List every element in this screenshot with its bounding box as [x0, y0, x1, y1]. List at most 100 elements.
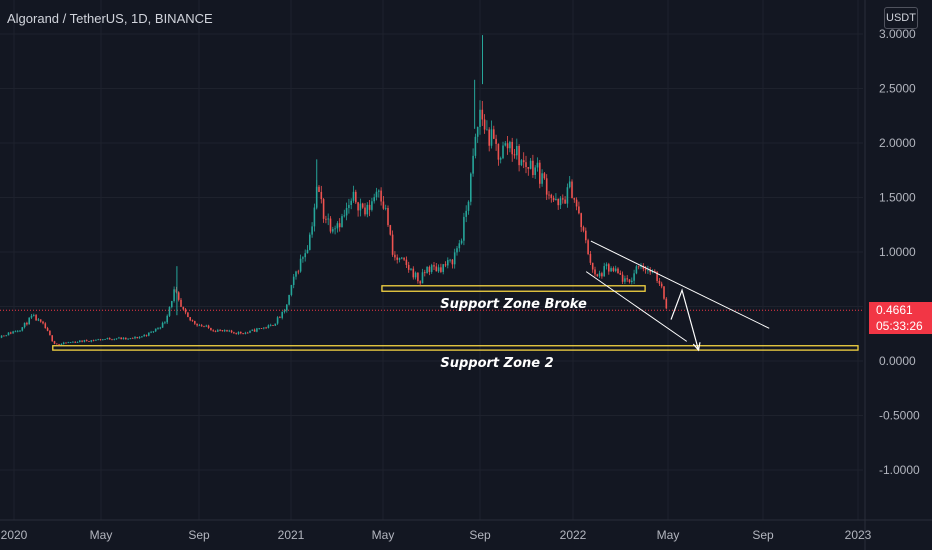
- candle-body: [283, 310, 286, 312]
- candle-body: [596, 274, 599, 277]
- candle-body: [566, 187, 569, 204]
- candle-body: [99, 339, 102, 341]
- candle-body: [647, 269, 649, 271]
- candle-body: [656, 272, 658, 281]
- candle-body: [350, 200, 352, 205]
- candle-body: [509, 141, 511, 149]
- candle-body: [628, 279, 631, 283]
- candle-body: [3, 335, 5, 337]
- candle-body: [504, 143, 507, 146]
- currency-unit-button[interactable]: USDT: [884, 7, 918, 29]
- candle-body: [419, 281, 421, 284]
- candle-body: [465, 210, 467, 217]
- candle-body: [306, 249, 309, 254]
- candle-body: [143, 335, 145, 337]
- candle-body: [571, 181, 573, 199]
- candle-body: [269, 325, 272, 326]
- candle-body: [527, 167, 530, 169]
- candle-body: [585, 230, 587, 241]
- candle-body: [258, 328, 260, 329]
- candle-body: [274, 323, 277, 326]
- candle-body: [76, 342, 79, 343]
- x-tick-label: 2021: [278, 528, 305, 542]
- x-tick-label: May: [90, 528, 113, 542]
- candle-body: [39, 319, 42, 322]
- y-tick-label: 2.0000: [879, 136, 916, 150]
- candle-body: [286, 304, 288, 311]
- candle-body: [148, 332, 150, 336]
- candle-body: [249, 330, 251, 333]
- candle-body: [26, 322, 28, 325]
- candle-body: [235, 333, 237, 334]
- candle-body: [62, 342, 65, 345]
- candle-body: [552, 198, 555, 201]
- candle-body: [380, 190, 382, 202]
- candle-body: [302, 257, 304, 259]
- candle-body: [495, 138, 497, 144]
- candle-body: [470, 173, 472, 202]
- candle-body: [226, 330, 228, 332]
- candle-body: [104, 339, 106, 340]
- candle-body: [5, 335, 7, 337]
- candle-body: [85, 340, 88, 342]
- channel-lower-line: [585, 271, 688, 342]
- x-tick-label: May: [657, 528, 680, 542]
- candle-body: [28, 317, 30, 325]
- candle-body: [493, 129, 495, 139]
- candle-body: [311, 226, 313, 235]
- candle-body: [276, 317, 279, 324]
- candle-body: [191, 320, 194, 322]
- candle-body: [594, 269, 596, 275]
- candle-body: [72, 341, 74, 343]
- y-tick-label: -0.5000: [879, 409, 920, 423]
- candle-body: [458, 243, 461, 249]
- candle-body: [352, 191, 355, 201]
- candle-body: [65, 342, 67, 344]
- candle-body: [663, 286, 665, 299]
- candle-body: [338, 223, 341, 228]
- candle-body: [562, 198, 564, 200]
- candle-body: [472, 155, 474, 174]
- candle-body: [658, 280, 661, 284]
- candle-body: [378, 190, 380, 192]
- candle-body: [502, 145, 504, 159]
- candle-body: [106, 338, 109, 340]
- candle-body: [228, 330, 231, 332]
- candle-body: [251, 329, 254, 331]
- candle-body: [481, 109, 484, 120]
- candle-body: [382, 201, 385, 209]
- candle-body: [568, 181, 571, 188]
- candle-body: [511, 141, 513, 155]
- candle-body: [440, 267, 442, 272]
- candle-body: [233, 332, 235, 334]
- candle-body: [260, 328, 263, 329]
- candle-body: [555, 198, 557, 201]
- candle-body: [624, 278, 626, 282]
- candle-body: [189, 317, 191, 321]
- candle-body: [44, 323, 47, 329]
- y-tick-label: 2.5000: [879, 82, 916, 96]
- candle-body: [138, 337, 141, 339]
- candle-body: [161, 322, 164, 328]
- candle-body: [605, 264, 608, 267]
- candle-body: [67, 342, 70, 344]
- candle-body: [166, 315, 168, 323]
- candle-body: [394, 254, 396, 258]
- x-tick-label: Sep: [752, 528, 774, 542]
- candle-body: [403, 257, 405, 260]
- candle-body: [410, 268, 412, 270]
- candle-body: [42, 321, 44, 324]
- candle-body: [14, 331, 17, 333]
- candle-body: [626, 278, 628, 280]
- support-zone-rect: [52, 345, 859, 351]
- candle-body: [194, 321, 196, 324]
- candle-body: [522, 160, 525, 163]
- candle-body: [348, 204, 350, 208]
- bar-countdown: 05:33:26: [876, 319, 923, 333]
- candle-body: [506, 143, 509, 149]
- candle-body: [37, 319, 40, 321]
- candle-body: [322, 199, 325, 219]
- candle-body: [230, 330, 233, 333]
